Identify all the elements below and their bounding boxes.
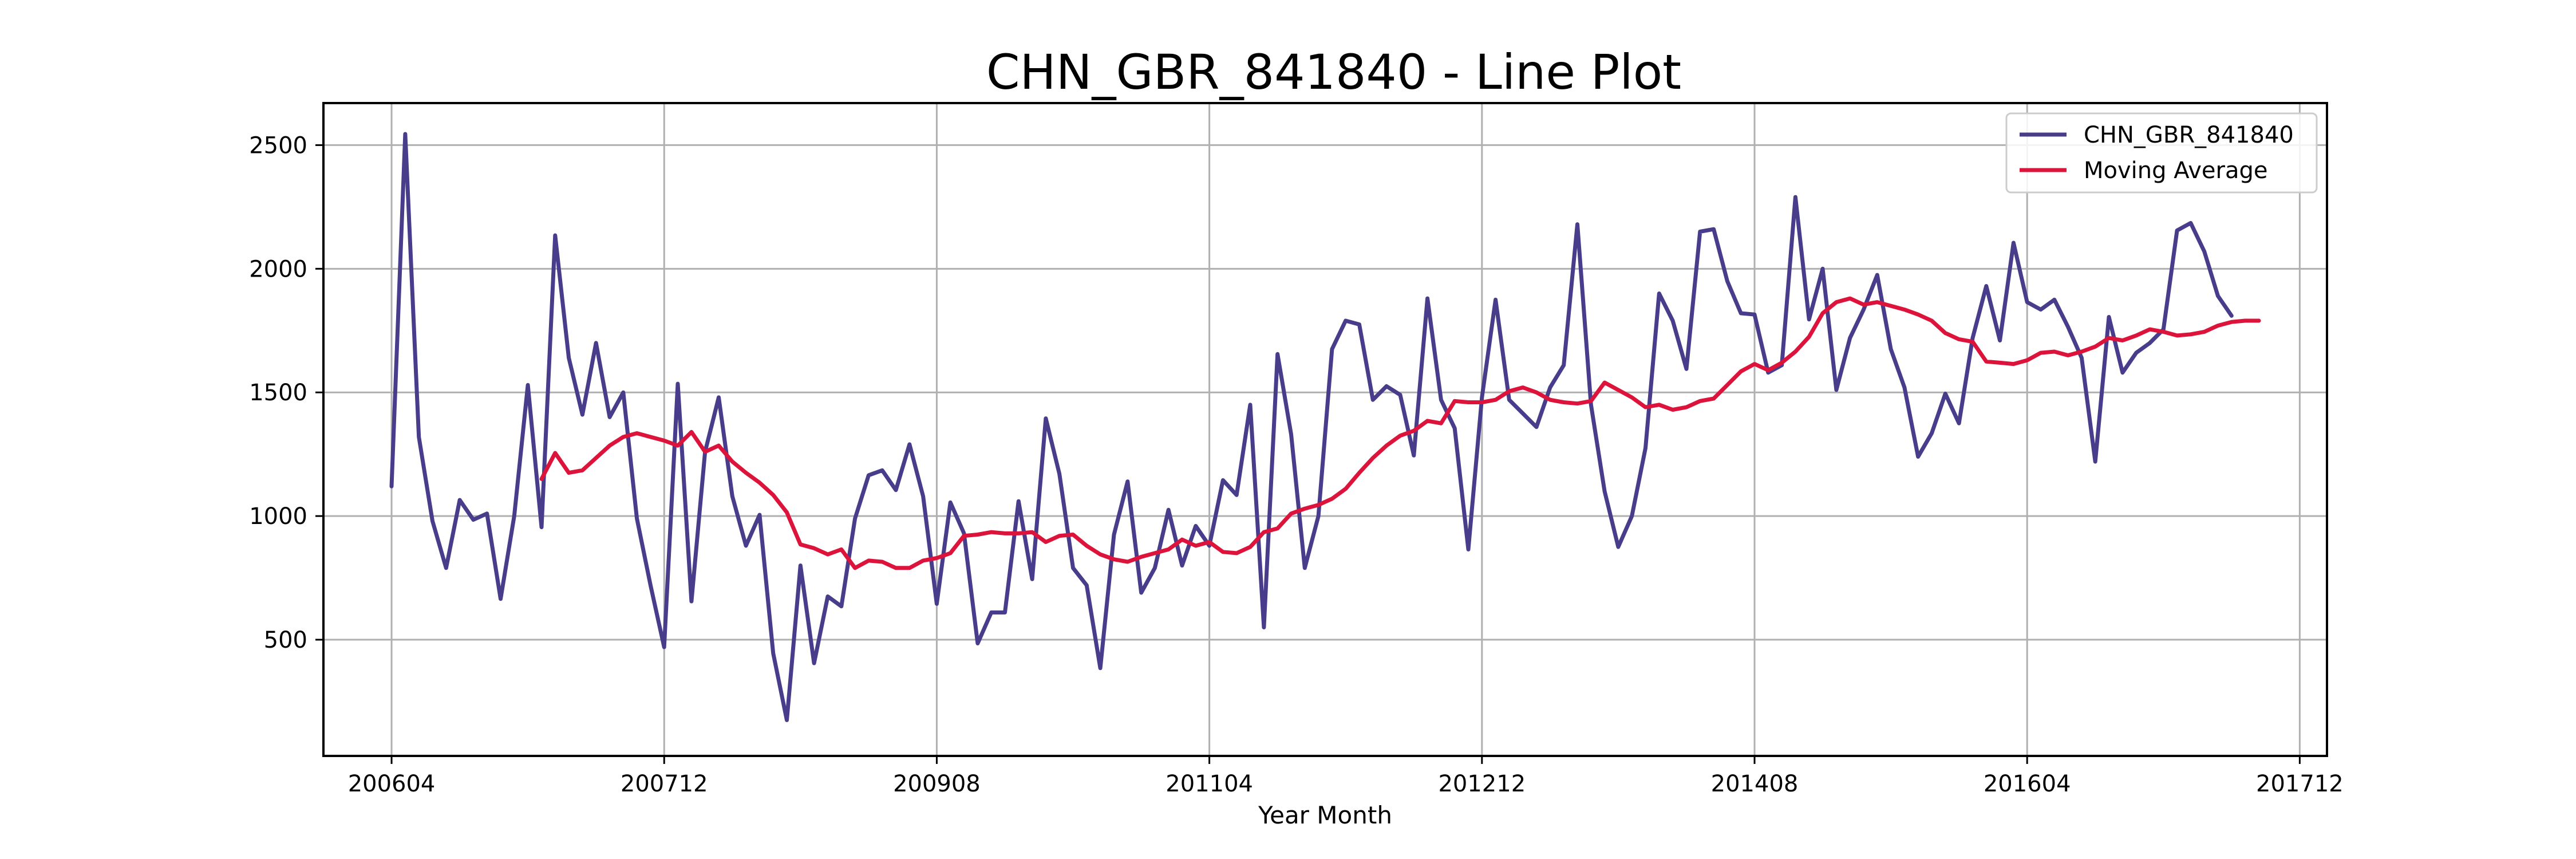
legend-label-moving-average: Moving Average [2084,157,2267,184]
series-lines [389,132,2261,722]
x-tick-label: 201212 [1438,771,1526,797]
series-line [389,132,2234,722]
y-tick-label: 500 [264,627,307,653]
y-tick-label: 1500 [249,380,307,406]
plot-frame [322,102,2328,757]
legend-box [2005,112,2318,194]
moving-average-line [539,296,2261,570]
y-tick-label: 2500 [249,132,307,159]
x-tick-label: 201104 [1165,771,1253,797]
x-tick-label: 201408 [1711,771,1799,797]
x-axis-label: Year Month [1258,801,1392,829]
y-tick-label: 1000 [249,503,307,530]
legend-label-series: CHN_GBR_841840 [2084,122,2294,148]
chart-title: CHN_GBR_841840 - Line Plot [986,44,1681,100]
x-axis-ticks: 200604 200712 200908 201104 201212 201408 2016… [348,756,2344,797]
x-tick-label: 201604 [1984,771,2071,797]
y-axis-ticks: 500 1000 1500 2000 2500 [249,132,323,653]
x-tick-label: 200604 [348,771,436,797]
y-tick-label: 2000 [249,256,307,282]
legend: CHN_GBR_841840 Moving Average [2005,112,2318,194]
x-tick-label: 201712 [2256,771,2344,797]
grid-lines [323,103,2327,756]
x-tick-label: 200712 [621,771,708,797]
x-tick-label: 200908 [893,771,981,797]
